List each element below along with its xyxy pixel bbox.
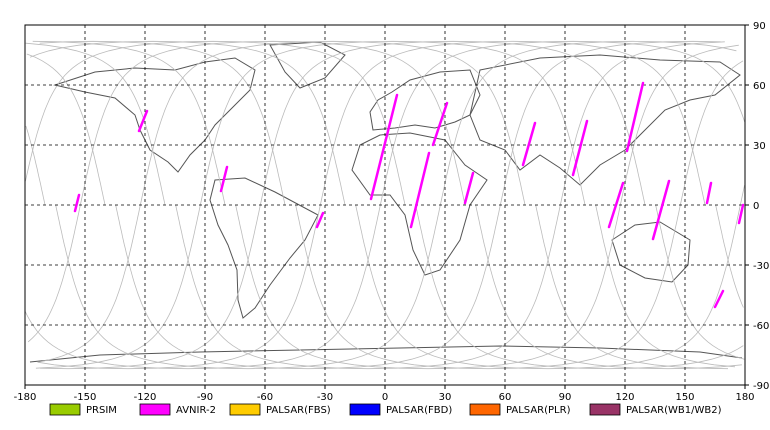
legend-swatch [229, 403, 261, 416]
orbit-track [29, 40, 744, 370]
y-tick-label: 60 [753, 81, 766, 92]
y-tick-label: 90 [753, 21, 766, 32]
coverage-segment [705, 181, 713, 205]
coverage-segment [369, 93, 399, 201]
coverage-segment [137, 109, 149, 133]
continent-outlines [29, 41, 743, 363]
europe-outline [369, 69, 481, 131]
x-tick-label: 60 [499, 392, 512, 403]
coverage-segment [737, 203, 745, 225]
x-tick-label: 30 [439, 392, 452, 403]
asia-outline [469, 54, 741, 186]
legend-swatch [49, 403, 81, 416]
coverage-segment [571, 119, 589, 177]
legend: PRSIM AVNIR-2 PALSAR(FBS) PALSAR(FBD) PALSAR… [49, 403, 722, 416]
x-tick-label: 180 [735, 392, 754, 403]
legend-swatch [349, 403, 381, 416]
x-tick-label: 90 [559, 392, 572, 403]
orbit-track [38, 40, 742, 370]
orbit-tracks [24, 40, 746, 370]
south-america-outline [209, 177, 319, 319]
x-tick-label: -180 [14, 392, 37, 403]
legend-swatch [589, 403, 621, 416]
antarctica-outline [29, 345, 743, 363]
legend-item: AVNIR-2 [139, 403, 216, 416]
orbit-track [32, 40, 725, 370]
y-tick-label: -60 [753, 321, 769, 332]
legend-label: PALSAR(FBD) [386, 405, 452, 416]
y-tick-label: 0 [753, 201, 759, 212]
legend-label: AVNIR-2 [176, 405, 216, 416]
x-tick-label: -60 [257, 392, 273, 403]
coverage-segments [73, 81, 745, 309]
x-tick-label: 120 [615, 392, 634, 403]
x-tick-label: 150 [675, 392, 694, 403]
legend-item: PRSIM [49, 403, 117, 416]
legend-label: PALSAR(PLR) [506, 405, 571, 416]
map-axes: -180 -150 -120 -90 -60 -30 0 30 60 90 120 150 180 90 6… [14, 21, 770, 403]
legend-item: PALSAR(PLR) [469, 403, 571, 416]
x-tick-label: 0 [382, 392, 388, 403]
coverage-segment [73, 193, 81, 213]
coverage-segment [521, 121, 537, 167]
coverage-segment [713, 289, 725, 309]
y-tick-label: 30 [753, 141, 766, 152]
orbit-track [25, 40, 745, 370]
legend-item: PALSAR(FBS) [229, 403, 331, 416]
legend-item: PALSAR(WB1/WB2) [589, 403, 722, 416]
coverage-segment [431, 101, 449, 147]
x-tick-label: -150 [74, 392, 97, 403]
greenland-outline [269, 41, 346, 89]
orbit-track [39, 40, 739, 370]
orbit-track [35, 40, 729, 370]
legend-swatch [469, 403, 501, 416]
legend-label: PRSIM [86, 405, 117, 416]
orbit-track [26, 40, 737, 370]
orbit-track [40, 40, 736, 370]
y-tick-label: -30 [753, 261, 769, 272]
coverage-segment [625, 81, 645, 153]
coverage-segment [651, 179, 671, 241]
coverage-segment [315, 211, 325, 229]
legend-swatch [139, 403, 171, 416]
map-grid [25, 25, 745, 385]
legend-item: PALSAR(FBD) [349, 403, 452, 416]
coverage-segment [219, 165, 229, 193]
coverage-segment [463, 171, 475, 205]
coverage-segment [409, 151, 431, 229]
orbit-track [37, 40, 745, 370]
y-tick-label: -90 [753, 381, 769, 392]
map-area [24, 24, 746, 386]
north-america-outline [53, 57, 256, 173]
x-tick-label: -120 [134, 392, 157, 403]
legend-label: PALSAR(WB1/WB2) [626, 405, 722, 416]
legend-label: PALSAR(FBS) [266, 405, 331, 416]
coverage-segment [607, 181, 625, 229]
x-tick-label: -90 [197, 392, 213, 403]
x-tick-label: -30 [317, 392, 333, 403]
